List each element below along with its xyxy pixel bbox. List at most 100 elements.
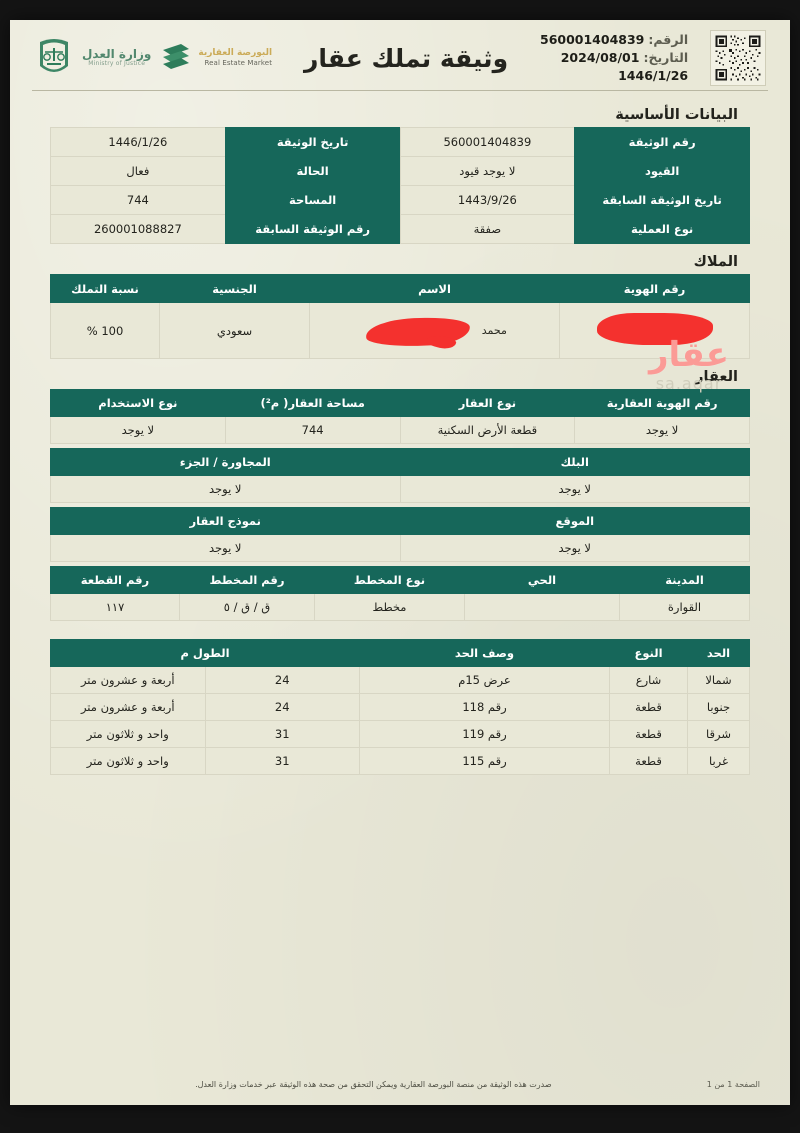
boundary-length-text: واحد و ثلاثون متر bbox=[50, 720, 206, 748]
redaction-mark bbox=[362, 314, 472, 348]
boundary-length-number: 24 bbox=[204, 666, 360, 694]
basic-value-previous-document-date: 1443/9/26 bbox=[399, 185, 576, 215]
property-location-table: الموقع نموذج العقار لا يوجد لا يوجد bbox=[50, 507, 750, 562]
table-row: نوع العملية صفقة رقم الوثيقة السابقة 260… bbox=[50, 214, 750, 244]
table-row: رقم الوثيقة 560001404839 تاريخ الوثيقة 1… bbox=[50, 127, 750, 157]
owners-header-nationality: الجنسية bbox=[159, 274, 310, 303]
document-date-hijri-row: 1446/1/26 bbox=[618, 67, 688, 85]
boundary-type: شارع bbox=[609, 666, 688, 694]
basic-label-document-number: رقم الوثيقة bbox=[574, 127, 750, 157]
boundary-length-text: واحد و ثلاثون متر bbox=[50, 747, 206, 775]
property-header-type: نوع العقار bbox=[399, 389, 576, 417]
basic-data-table: رقم الوثيقة 560001404839 تاريخ الوثيقة 1… bbox=[50, 127, 750, 244]
basic-label-document-date: تاريخ الوثيقة bbox=[224, 127, 401, 157]
document-number-value: 560001404839 bbox=[540, 31, 645, 47]
property-value-block: لا يوجد bbox=[399, 475, 750, 503]
document-date-row: التاريخ: 2024/08/01 bbox=[561, 49, 688, 67]
boundary-length-number: 31 bbox=[204, 720, 360, 748]
property-value-neighborhood-part: لا يوجد bbox=[50, 475, 401, 503]
boundary-length-text: أربعة و عشرون متر bbox=[50, 693, 206, 721]
table-row: محمد سعودي 100 % bbox=[50, 302, 750, 359]
plan-header-plan-number: رقم المخطط bbox=[179, 566, 315, 594]
document-date-label: التاريخ: bbox=[643, 49, 689, 65]
table-row: لا يوجد قطعة الأرض السكنية 744 لا يوجد bbox=[50, 416, 750, 444]
plan-header-city: المدينة bbox=[619, 566, 750, 594]
table-row: القوارة مخطط ق / ق / ٥ ١١٧ bbox=[50, 593, 750, 621]
real-estate-market-mark-icon bbox=[159, 40, 193, 76]
property-value-usage-type: لا يوجد bbox=[50, 416, 226, 444]
owner-id-redacted bbox=[559, 302, 750, 359]
document-title: وثيقة تملك عقار bbox=[303, 43, 509, 73]
property-header-location: الموقع bbox=[399, 507, 750, 535]
ministry-of-justice-logo-icon bbox=[34, 36, 74, 80]
table-row: شرقا قطعة رقم 119 31 واحد و ثلاثون متر bbox=[50, 720, 750, 748]
owner-share: 100 % bbox=[50, 302, 160, 359]
table-row: غربا قطعة رقم 115 31 واحد و ثلاثون متر bbox=[50, 747, 750, 775]
basic-value-restrictions: لا يوجد قيود bbox=[399, 156, 576, 186]
basic-label-previous-document-date: تاريخ الوثيقة السابقة bbox=[574, 185, 750, 215]
document-date-hijri: 1446/1/26 bbox=[618, 68, 689, 84]
basic-value-operation-type: صفقة bbox=[399, 214, 576, 244]
property-value-type: قطعة الأرض السكنية bbox=[399, 416, 576, 444]
plan-value-plan-type: مخطط bbox=[314, 593, 465, 621]
plan-header-plan-type: نوع المخطط bbox=[314, 566, 465, 594]
document-header: وزارة العدل Ministry of Justice البورصة … bbox=[10, 20, 790, 90]
footer-note: صدرت هذه الوثيقة من منصة البورصة العقاري… bbox=[195, 1080, 552, 1089]
table-row: لا يوجد لا يوجد bbox=[50, 475, 750, 503]
property-header-model: نموذج العقار bbox=[50, 507, 401, 535]
owners-header-id: رقم الهوية bbox=[559, 274, 750, 303]
owners-table: رقم الهوية الاسم الجنسية نسبة التملك محم… bbox=[50, 274, 750, 359]
basic-value-previous-document-number: 260001088827 bbox=[50, 214, 226, 244]
plan-header-plot-number: رقم القطعة bbox=[50, 566, 180, 594]
footer-page-indicator: الصفحة 1 من 1 bbox=[706, 1080, 760, 1089]
qr-code-icon[interactable] bbox=[710, 30, 766, 86]
boundary-direction: غربا bbox=[687, 747, 750, 775]
owner-name-text: محمد bbox=[481, 324, 507, 337]
boundaries-header-bound: الحد bbox=[687, 639, 750, 667]
basic-value-area: 744 bbox=[50, 185, 226, 215]
property-plan-table: المدينة الحي نوع المخطط رقم المخطط رقم ا… bbox=[50, 566, 750, 621]
boundary-direction: شمالا bbox=[687, 666, 750, 694]
basic-label-previous-document-number: رقم الوثيقة السابقة bbox=[224, 214, 401, 244]
location-header-row: الموقع نموذج العقار bbox=[50, 507, 750, 535]
document-number-label: الرقم: bbox=[648, 31, 689, 47]
owner-nationality: سعودي bbox=[159, 302, 310, 359]
plan-value-plot-number: ١١٧ bbox=[50, 593, 180, 621]
boundary-direction: جنوبا bbox=[687, 693, 750, 721]
boundaries-table: الحد النوع وصف الحد الطول م شمالا شارع ع… bbox=[50, 639, 750, 775]
basic-value-status: فعال bbox=[50, 156, 226, 186]
basic-value-document-date: 1446/1/26 bbox=[50, 127, 226, 157]
section-spacer bbox=[10, 625, 790, 639]
boundary-description: رقم 115 bbox=[359, 747, 610, 775]
header-divider bbox=[32, 90, 768, 91]
basic-label-restrictions: القيود bbox=[574, 156, 750, 186]
plan-header-district: الحي bbox=[464, 566, 620, 594]
table-row: جنوبا قطعة رقم 118 24 أربعة و عشرون متر bbox=[50, 693, 750, 721]
section-title-basic-data: البيانات الأساسية bbox=[615, 107, 738, 123]
plan-value-district bbox=[464, 593, 620, 621]
owners-header-share: نسبة التملك bbox=[50, 274, 160, 303]
logo-group: وزارة العدل Ministry of Justice البورصة … bbox=[34, 36, 272, 80]
document-meta: الرقم: 560001404839 التاريخ: 2024/08/01 … bbox=[540, 31, 688, 85]
boundary-description: رقم 119 bbox=[359, 720, 610, 748]
boundary-type: قطعة bbox=[609, 720, 688, 748]
ministry-name-arabic: وزارة العدل bbox=[82, 46, 152, 61]
table-row: تاريخ الوثيقة السابقة 1443/9/26 المساحة … bbox=[50, 185, 750, 215]
property-header-row: رقم الهوية العقارية نوع العقار مساحة الع… bbox=[50, 389, 750, 417]
boundary-length-text: أربعة و عشرون متر bbox=[50, 666, 206, 694]
section-title-owners: الملاك bbox=[693, 254, 739, 270]
boundary-length-number: 31 bbox=[204, 747, 360, 775]
section-title-property: العقار bbox=[695, 369, 738, 385]
basic-label-operation-type: نوع العملية bbox=[574, 214, 750, 244]
property-header-block: البلك bbox=[399, 448, 750, 476]
property-header-real-estate-id: رقم الهوية العقارية bbox=[574, 389, 750, 417]
owners-header-row: رقم الهوية الاسم الجنسية نسبة التملك bbox=[50, 274, 750, 303]
boundary-direction: شرقا bbox=[687, 720, 750, 748]
boundary-length-number: 24 bbox=[204, 693, 360, 721]
property-block-table: البلك المجاورة / الجزء لا يوجد لا يوجد bbox=[50, 448, 750, 503]
boundary-type: قطعة bbox=[609, 693, 688, 721]
boundary-type: قطعة bbox=[609, 747, 688, 775]
plan-header-row: المدينة الحي نوع المخطط رقم المخطط رقم ا… bbox=[50, 566, 750, 594]
boundaries-header-description: وصف الحد bbox=[359, 639, 610, 667]
